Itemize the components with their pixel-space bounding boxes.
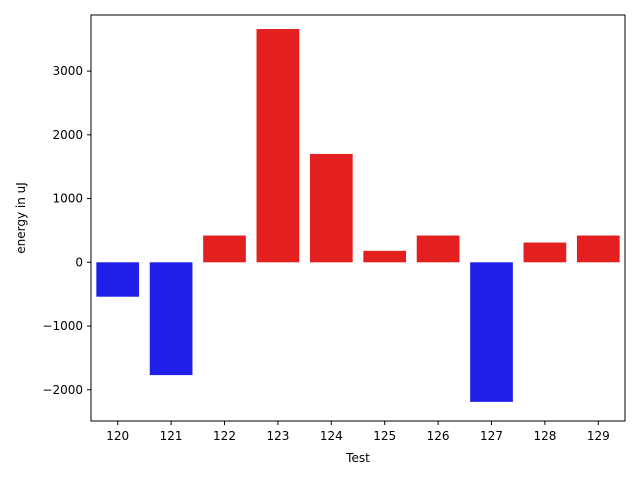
x-tick-label: 127 [480, 429, 503, 443]
bar-123 [256, 29, 300, 263]
x-tick-label: 126 [427, 429, 450, 443]
x-tick-label: 121 [160, 429, 183, 443]
x-tick-label: 120 [106, 429, 129, 443]
x-tick-label: 125 [373, 429, 396, 443]
y-tick-label: −1000 [42, 319, 83, 333]
bar-122 [203, 235, 246, 263]
bar-128 [523, 242, 567, 263]
x-tick-label: 122 [213, 429, 236, 443]
y-tick-label: 1000 [52, 192, 83, 206]
y-axis-label: energy in uJ [14, 182, 28, 254]
x-tick-label: 128 [533, 429, 556, 443]
x-tick-label: 124 [320, 429, 343, 443]
y-tick-label: 3000 [52, 64, 83, 78]
bar-124 [309, 153, 353, 263]
bar-121 [149, 262, 193, 376]
x-tick-label: 129 [587, 429, 610, 443]
plot-frame [90, 14, 626, 422]
bar-127 [470, 262, 513, 402]
y-tick-label: 2000 [52, 128, 83, 142]
x-axis-ticks: 120 121 122 123 124 125 126 127 128 129 [106, 421, 610, 443]
bar-126 [416, 235, 460, 263]
y-tick-label: −2000 [42, 383, 83, 397]
bar-129 [576, 235, 620, 263]
bar-120 [96, 262, 140, 297]
bars-group [96, 29, 620, 402]
bar-125 [363, 250, 407, 263]
x-tick-label: 123 [266, 429, 289, 443]
y-axis-ticks: −2000 −1000 0 1000 2000 3000 [42, 64, 91, 397]
y-tick-label: 0 [75, 255, 83, 269]
x-axis-label: Test [345, 451, 370, 465]
